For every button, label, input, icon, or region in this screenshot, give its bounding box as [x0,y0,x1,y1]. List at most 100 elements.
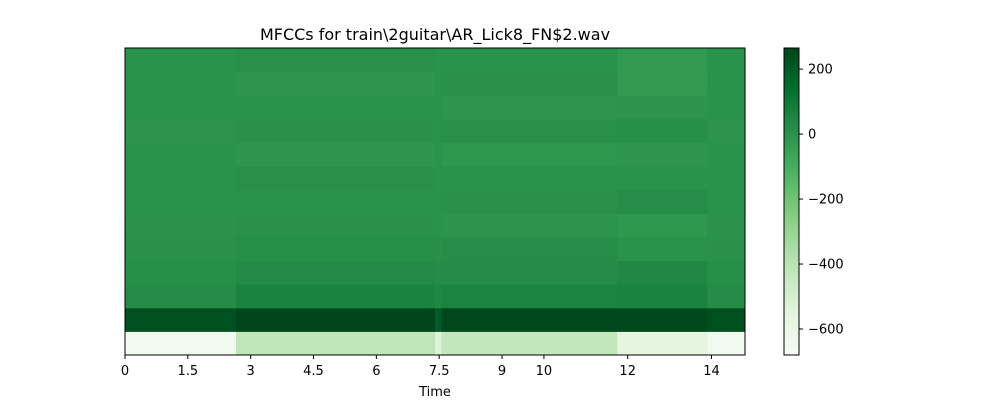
heatmap-cell [125,166,237,191]
heatmap-cell [236,236,436,262]
heatmap-cells [125,48,746,356]
heatmap-cell [441,260,618,285]
heatmap-cell [435,236,442,262]
heatmap-cell [125,48,237,73]
heatmap-cell [617,142,708,167]
heatmap-cell [435,284,442,309]
heatmap-cell [707,284,746,309]
heatmap-cell [707,118,746,143]
heatmap-cell [125,236,237,262]
heatmap-cell [125,260,237,285]
heatmap-cell [617,71,708,96]
heatmap-cell [236,331,436,356]
heatmap-cell [125,307,237,332]
heatmap-cell [707,71,746,96]
heatmap-cell [707,331,746,356]
heatmap-cell [707,307,746,332]
chart-title: MFCCs for train\2guitar\AR_Lick8_FN$2.wa… [260,25,610,45]
heatmap-cell [707,95,746,120]
heatmap-cell [441,95,618,120]
x-tick-label: 0 [121,364,129,379]
heatmap-cell [441,166,618,191]
heatmap-cell [236,166,436,191]
heatmap-cell [617,95,708,120]
heatmap-cell [236,189,436,214]
heatmap-cell [617,307,708,332]
x-tick-label: 10 [536,364,553,379]
heatmap-cell [125,189,237,214]
heatmap-cell [617,331,708,356]
heatmap-cell [125,71,237,96]
x-tick-label: 9 [498,364,506,379]
x-tick-label: 6 [372,364,380,379]
heatmap-cell [441,236,618,262]
heatmap-cell [435,71,442,96]
heatmap-cell [707,260,746,285]
heatmap-cell [435,48,442,73]
colorbar-tick-label: −600 [808,323,844,338]
heatmap-cell [617,189,708,214]
x-tick-label: 3 [247,364,255,379]
heatmap-cell [441,48,618,73]
heatmap-cell [707,48,746,73]
heatmap-cell [125,213,237,238]
heatmap-cell [236,48,436,73]
heatmap-cell [236,307,436,332]
heatmap-cell [617,213,708,238]
heatmap-cell [441,189,618,214]
heatmap-cell [617,236,708,262]
colorbar [783,47,800,356]
heatmap-cell [617,48,708,73]
heatmap-cell [435,142,442,167]
heatmap-cell [617,260,708,285]
heatmap-cell [441,331,618,356]
heatmap-cell [441,213,618,238]
heatmap-cell [236,95,436,120]
heatmap-cell [707,213,746,238]
x-tick-label: 14 [703,364,720,379]
heatmap-cell [617,166,708,191]
heatmap-cell [236,142,436,167]
colorbar-tick-label: 0 [808,128,816,143]
heatmap-cell [125,331,237,356]
heatmap-cell [236,118,436,143]
x-tick-label: 1.5 [177,364,198,379]
x-axis-label: Time [418,385,451,400]
heatmap-cell [435,95,442,120]
colorbar-tick-label: −200 [808,193,844,208]
heatmap-cell [236,71,436,96]
heatmap-cell [707,166,746,191]
heatmap-cell [441,118,618,143]
colorbar-tick-label: −400 [808,258,844,273]
heatmap-cell [441,284,618,309]
heatmap-cell [441,71,618,96]
heatmap-cell [441,142,618,167]
heatmap-cell [125,284,237,309]
heatmap-cell [617,118,708,143]
heatmap-cell [125,95,237,120]
heatmap-cell [236,260,436,285]
x-tick-label: 7.5 [429,364,450,379]
heatmap-cell [236,213,436,238]
heatmap-cell [617,284,708,309]
x-tick-label: 12 [619,364,636,379]
heatmap-cell [236,284,436,309]
colorbar-axis: 200 0 −200 −400 −600 [799,63,844,338]
heatmap-cell [435,189,442,214]
heatmap-cell [707,189,746,214]
x-axis: 0 1.5 3 4.5 6 7.5 9 10 12 14 [121,355,720,379]
heatmap-cell [435,307,442,332]
plot-frame [124,47,746,356]
heatmap-cell [435,213,442,238]
heatmap-cell [435,331,442,356]
heatmap-cell [125,142,237,167]
heatmap-cell [435,118,442,143]
heatmap-cell [435,166,442,191]
colorbar-tick-label: 200 [808,63,833,78]
x-tick-label: 4.5 [303,364,324,379]
heatmap-cell [707,142,746,167]
heatmap-cell [125,118,237,143]
heatmap-cell [441,307,618,332]
heatmap-cell [707,236,746,262]
